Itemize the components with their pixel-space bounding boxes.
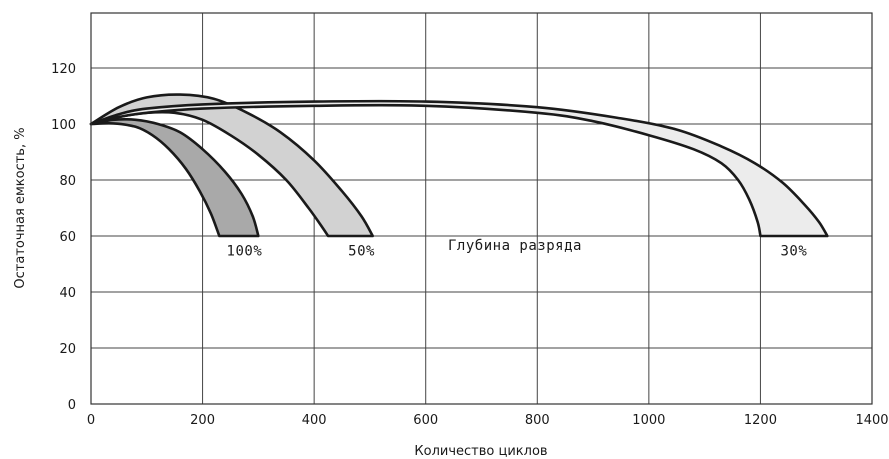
- annotation-label: 50%: [348, 244, 375, 260]
- capacity-band-1: [89, 117, 260, 238]
- y-tick-label: 40: [59, 286, 76, 301]
- capacity-bands: [89, 93, 829, 238]
- x-tick-label: 400: [302, 413, 327, 428]
- x-tick-label: 800: [525, 413, 550, 428]
- capacity-band-2: [89, 93, 375, 238]
- y-tick-label: 60: [59, 230, 76, 245]
- x-tick-label: 600: [413, 413, 438, 428]
- y-tick-label: 100: [51, 118, 76, 133]
- y-tick-label: 20: [59, 342, 76, 357]
- y-tick-label: 0: [68, 398, 76, 413]
- y-tick-label: 80: [59, 174, 76, 189]
- annotation-label: Глубина разряда: [448, 238, 582, 254]
- x-tick-label: 200: [190, 413, 215, 428]
- x-tick-label: 1400: [855, 413, 888, 428]
- tick-labels: 0 200 400 600 800 1000 1200 1400 0 20 40 60 80 100 120: [51, 62, 888, 428]
- annotation-label: 30%: [781, 244, 808, 260]
- x-tick-label: 1000: [632, 413, 665, 428]
- annotation-label: 100%: [227, 244, 263, 260]
- y-tick-label: 120: [51, 62, 76, 77]
- annotations: 100% 50% Глубина разряда 30%: [227, 238, 808, 260]
- x-tick-label: 1200: [744, 413, 777, 428]
- capacity-band-3: [89, 99, 829, 238]
- x-axis-label: Количество циклов: [414, 444, 547, 459]
- y-axis-label: Остаточная емкость, %: [13, 127, 28, 288]
- x-tick-label: 0: [87, 413, 95, 428]
- plot-frame: [90, 12, 873, 405]
